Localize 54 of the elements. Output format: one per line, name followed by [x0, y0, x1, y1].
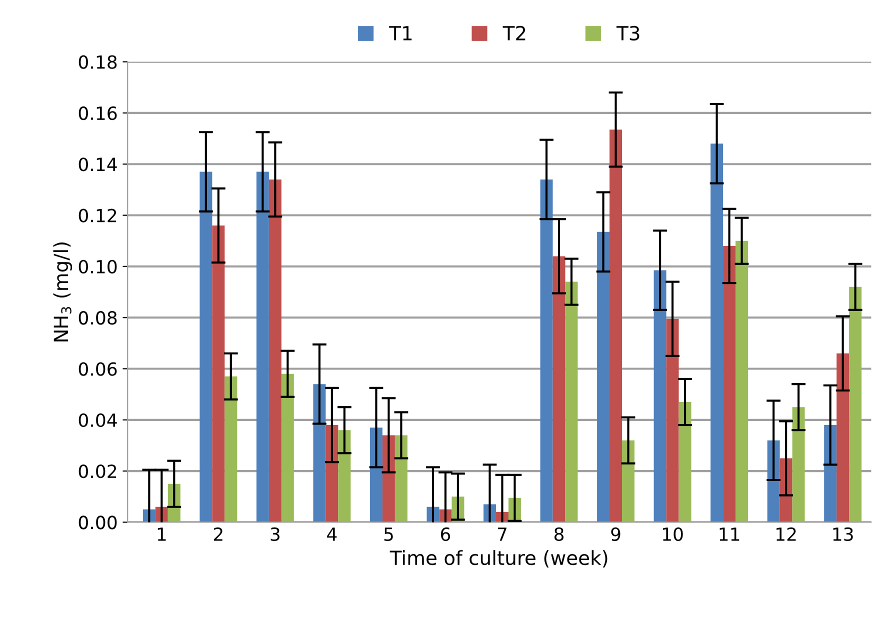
- bar: [212, 226, 225, 522]
- bar: [394, 435, 408, 522]
- bar: [710, 144, 724, 522]
- y-tick-label: 0.04: [78, 413, 117, 428]
- x-tick-label: 4: [327, 528, 337, 541]
- bar: [338, 430, 351, 522]
- bar: [540, 179, 553, 522]
- legend-label: T2: [502, 26, 526, 40]
- bar: [565, 282, 578, 522]
- bar: [836, 353, 850, 522]
- x-tick-label: 11: [720, 528, 740, 541]
- legend-label: T1: [389, 26, 412, 40]
- y-tick-label: 0.10: [78, 260, 117, 274]
- legend-label: T3: [616, 26, 640, 41]
- y-tick-label: 0.06: [78, 362, 117, 376]
- y-tick-label: 0.16: [78, 106, 117, 120]
- bar: [678, 402, 692, 522]
- bar: [849, 286, 862, 522]
- bar: [326, 425, 338, 522]
- bar: [224, 376, 238, 522]
- x-tick-label: 3: [270, 527, 280, 542]
- x-tick-label: 12: [776, 527, 796, 541]
- x-tick-label: 10: [663, 527, 683, 542]
- bar: [824, 425, 837, 522]
- x-tick-label: 5: [384, 528, 393, 542]
- y-tick-label: 0.18: [78, 55, 117, 69]
- x-axis-title: Time of culture (week): [390, 550, 608, 568]
- bar: [622, 440, 634, 522]
- y-tick-label: 0.08: [78, 311, 117, 325]
- y-tick-label: 0.14: [78, 158, 117, 172]
- bar: [256, 172, 269, 522]
- y-tick-label: 0.00: [78, 516, 117, 530]
- x-tick-label: 6: [440, 527, 450, 542]
- bar: [792, 407, 805, 522]
- x-tick-label: 9: [611, 527, 620, 542]
- x-tick-label: 7: [498, 528, 506, 541]
- y-tick-label: 0.02: [78, 464, 116, 478]
- y-axis-title: NH$_{3}$ (mg/l): [53, 242, 72, 342]
- bar: [723, 246, 736, 522]
- y-tick-label: 0.12: [78, 208, 116, 222]
- bar: [736, 240, 748, 522]
- bar: [597, 232, 610, 522]
- x-tick-label: 13: [833, 527, 853, 542]
- bar: [552, 256, 566, 522]
- bar: [200, 172, 212, 522]
- bar: [313, 384, 326, 522]
- x-tick-label: 1: [158, 528, 166, 541]
- bar: [610, 130, 622, 522]
- bar: [281, 374, 294, 522]
- bar: [268, 179, 282, 522]
- x-tick-label: 8: [554, 527, 564, 542]
- bar: [654, 270, 666, 522]
- x-tick-label: 2: [214, 527, 222, 541]
- bar: [666, 318, 679, 522]
